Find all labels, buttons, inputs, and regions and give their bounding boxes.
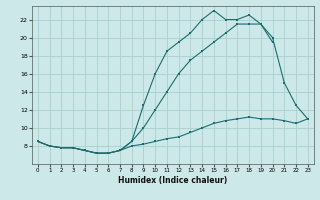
X-axis label: Humidex (Indice chaleur): Humidex (Indice chaleur)	[118, 176, 228, 185]
